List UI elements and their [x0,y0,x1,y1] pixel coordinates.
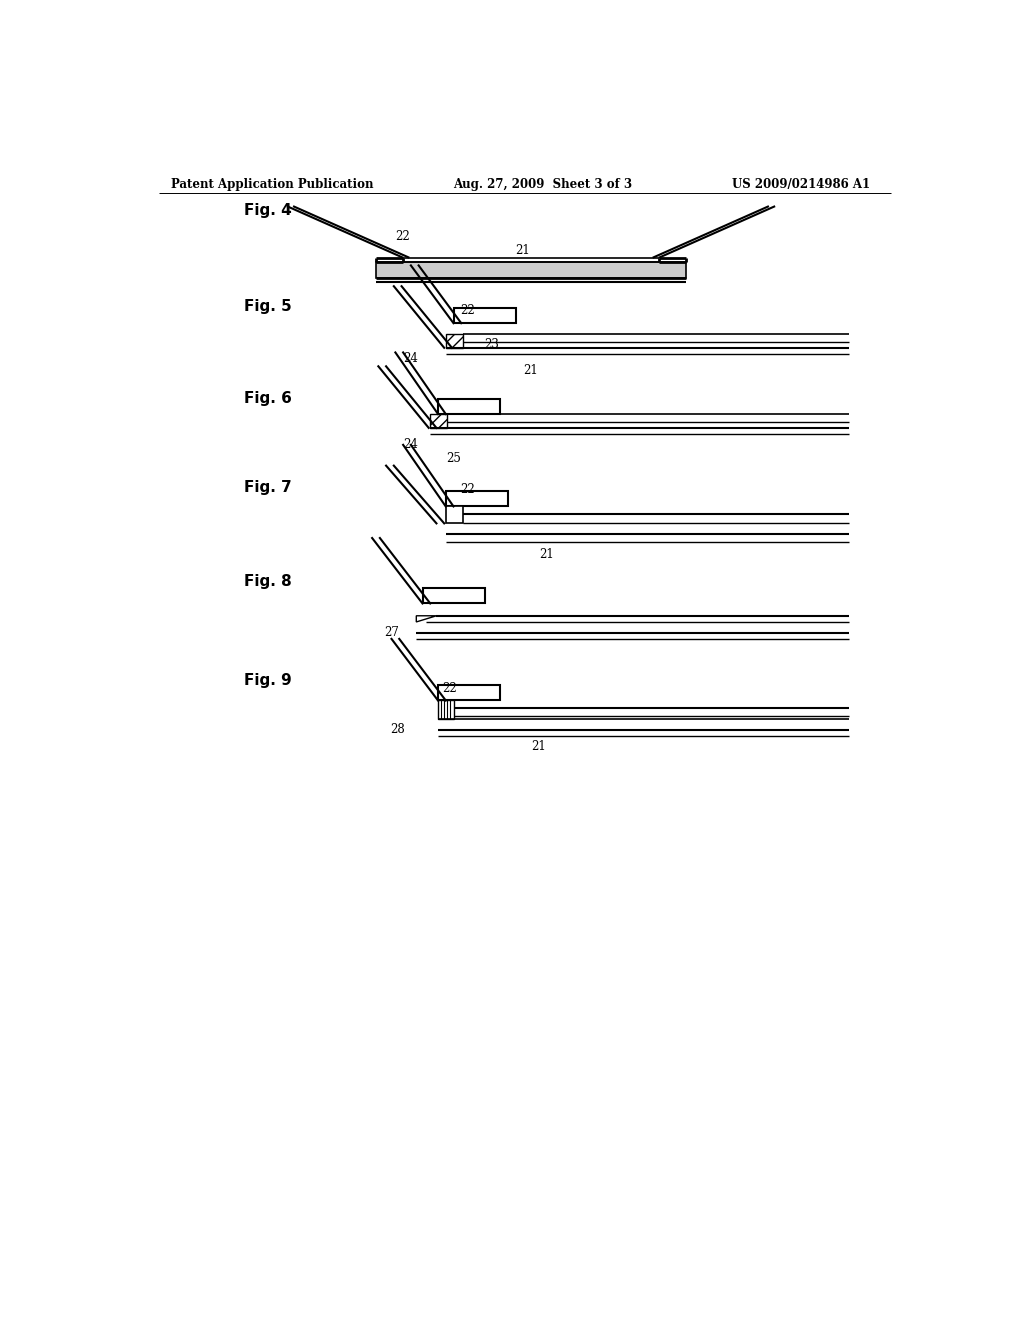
Bar [438,399,500,414]
Text: Fig. 7: Fig. 7 [245,480,292,495]
Text: US 2009/0214986 A1: US 2009/0214986 A1 [732,178,870,190]
Bar [438,685,500,701]
Bar [430,414,447,428]
Text: Fig. 9: Fig. 9 [245,673,292,688]
Text: Fig. 6: Fig. 6 [245,391,292,407]
Text: Aug. 27, 2009  Sheet 3 of 3: Aug. 27, 2009 Sheet 3 of 3 [454,178,633,190]
Text: 22: 22 [442,681,457,694]
Text: Fig. 8: Fig. 8 [245,574,292,589]
Text: 28: 28 [390,723,404,737]
Text: 22: 22 [460,305,474,317]
Text: 21: 21 [523,364,538,378]
Bar [445,507,463,524]
Bar [445,491,508,507]
Text: Patent Application Publication: Patent Application Publication [171,178,373,190]
Polygon shape [417,616,436,622]
Text: 21: 21 [539,548,554,561]
Text: Fig. 5: Fig. 5 [245,298,292,314]
Text: 23: 23 [484,338,500,351]
Text: 27: 27 [384,626,398,639]
Text: 22: 22 [395,231,411,243]
Text: 25: 25 [445,453,461,465]
Bar [454,308,515,323]
Bar [438,701,454,719]
Bar [445,334,463,348]
Text: 21: 21 [531,741,546,754]
Text: 24: 24 [403,352,418,366]
Text: Fig. 4: Fig. 4 [245,203,292,218]
Bar [423,589,484,603]
Text: 24: 24 [403,438,418,451]
Text: 21: 21 [515,244,530,257]
Bar [376,263,686,277]
Text: 22: 22 [460,483,474,496]
